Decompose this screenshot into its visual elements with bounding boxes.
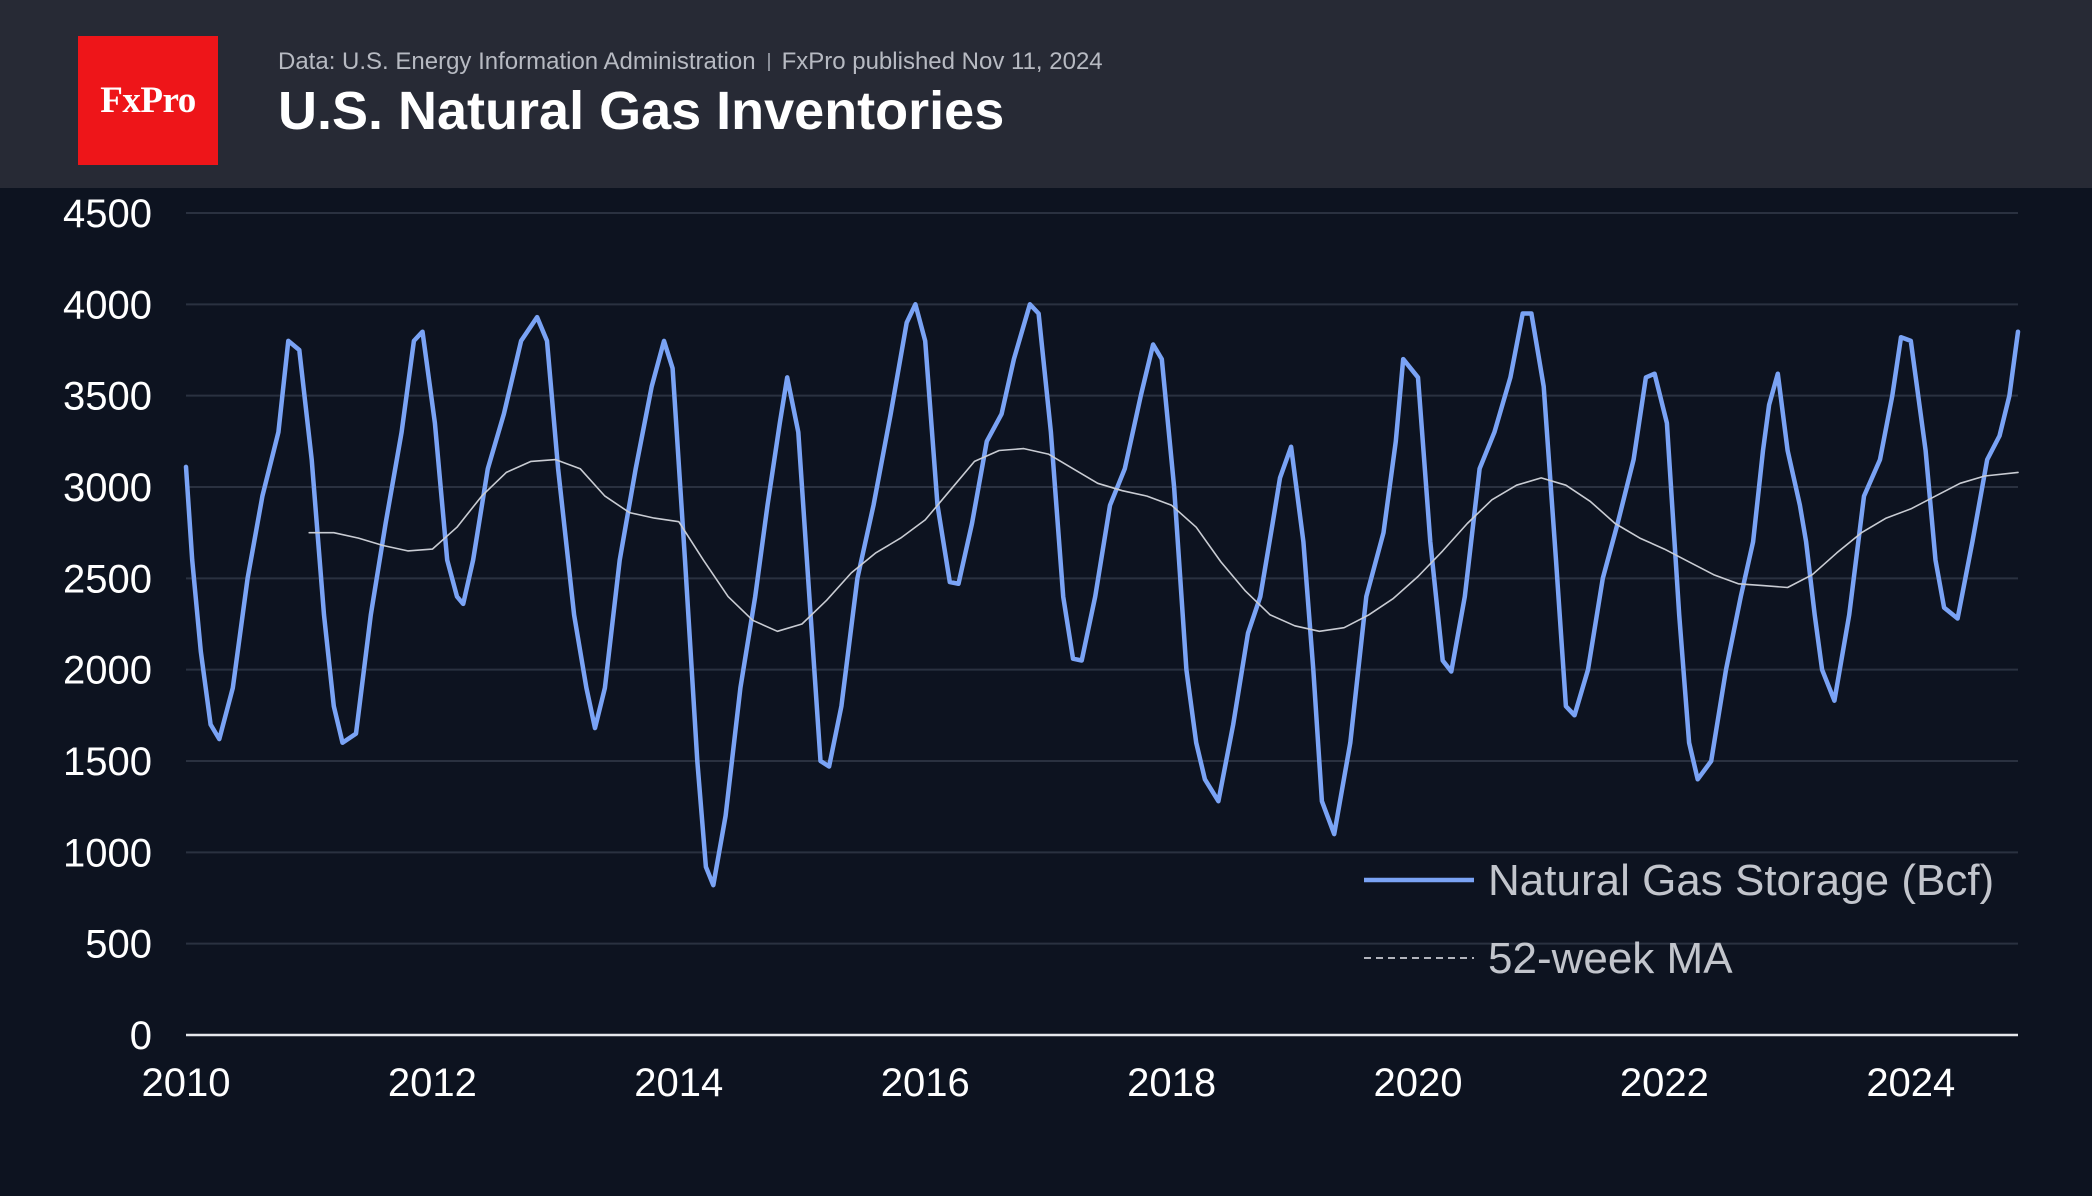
y-tick-label: 3000 <box>63 466 152 510</box>
x-tick-label: 2014 <box>634 1061 723 1105</box>
y-tick-label: 1000 <box>63 831 152 875</box>
x-tick-label: 2020 <box>1374 1061 1463 1105</box>
x-tick-label: 2016 <box>881 1061 970 1105</box>
y-tick-label: 4000 <box>63 283 152 327</box>
y-tick-label: 1500 <box>63 740 152 784</box>
fxpro-logo: FxPro <box>78 36 218 165</box>
x-tick-label: 2010 <box>142 1061 231 1105</box>
x-tick-label: 2012 <box>388 1061 477 1105</box>
y-tick-label: 500 <box>85 923 152 967</box>
y-tick-label: 4500 <box>63 192 152 236</box>
x-tick-label: 2022 <box>1620 1061 1709 1105</box>
data-source: Data: U.S. Energy Information Administra… <box>278 48 756 75</box>
legend-label: Natural Gas Storage (Bcf) <box>1488 856 1994 905</box>
separator <box>767 53 770 71</box>
header-bar: FxPro Data: U.S. Energy Information Admi… <box>0 0 2092 188</box>
storage-line <box>183 302 2021 888</box>
x-tick-label: 2018 <box>1127 1061 1216 1105</box>
y-tick-label: 0 <box>130 1014 152 1058</box>
published-date: FxPro published Nov 11, 2024 <box>781 48 1103 75</box>
y-tick-label: 2500 <box>63 557 152 601</box>
legend-label: 52-week MA <box>1488 934 1733 983</box>
y-tick-label: 3500 <box>63 375 152 419</box>
y-tick-label: 2000 <box>63 649 152 693</box>
logo-text: FxPro <box>100 80 196 121</box>
source-line: Data: U.S. Energy Information Administra… <box>278 48 1103 76</box>
moving-average-line <box>308 447 2019 633</box>
x-tick-label: 2024 <box>1866 1061 1955 1105</box>
chart-title: U.S. Natural Gas Inventories <box>278 81 1005 141</box>
